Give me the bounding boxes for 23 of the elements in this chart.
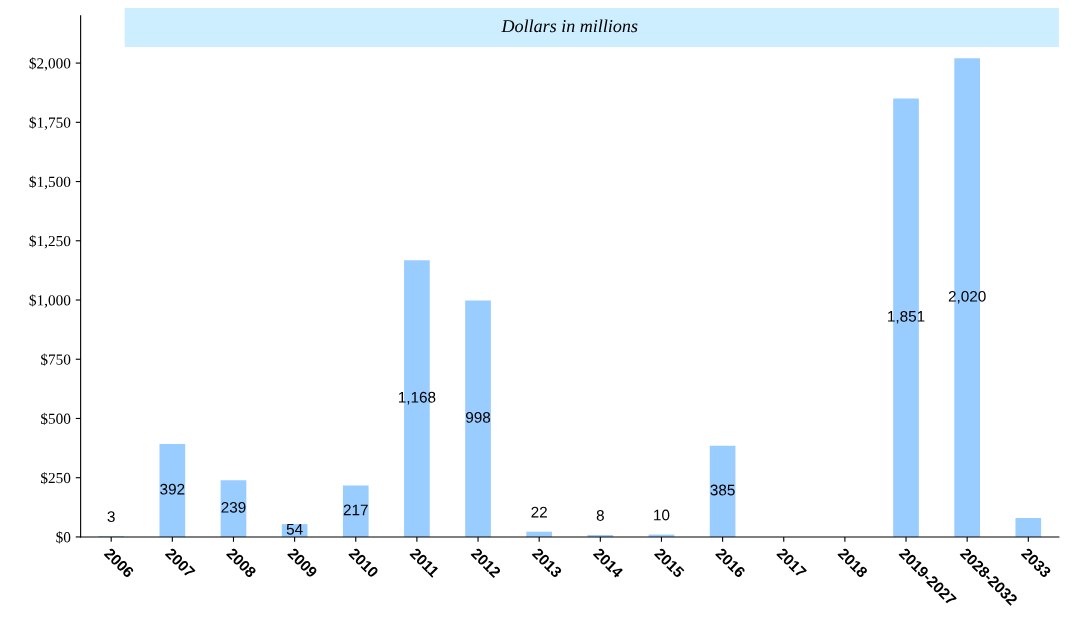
y-tick-label: $2,000 (29, 57, 71, 71)
data-label: 1,168 (398, 391, 436, 405)
data-label: 239 (221, 501, 246, 513)
y-tick-label: $250 (41, 471, 71, 485)
y-tick-label: $1,000 (29, 294, 71, 308)
y-tick-label: $500 (41, 412, 71, 425)
y-tick-label: $750 (41, 353, 71, 366)
data-label: 8 (596, 510, 604, 521)
y-tick-label: $0 (56, 531, 71, 544)
data-label: 54 (286, 523, 303, 535)
y-tick-label: $1,500 (29, 175, 71, 190)
data-label: 392 (160, 483, 185, 495)
data-label: 1,851 (888, 310, 925, 324)
data-label: 217 (343, 504, 368, 516)
chart-subtitle: Dollars in millions (501, 19, 638, 33)
data-label: 2,020 (948, 290, 986, 304)
data-label: 998 (466, 412, 491, 423)
data-label: 10 (654, 509, 670, 521)
data-label: 385 (710, 484, 735, 496)
y-tick-label: $1,750 (29, 116, 71, 130)
data-label: 22 (531, 506, 547, 518)
data-label: 3 (107, 511, 115, 523)
y-tick-label: $1,250 (29, 235, 71, 249)
